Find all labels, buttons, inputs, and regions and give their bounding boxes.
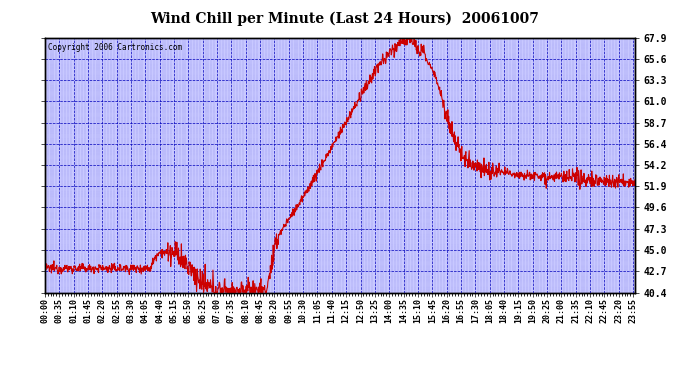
Text: Copyright 2006 Cartronics.com: Copyright 2006 Cartronics.com <box>48 43 182 52</box>
Text: Wind Chill per Minute (Last 24 Hours)  20061007: Wind Chill per Minute (Last 24 Hours) 20… <box>150 11 540 26</box>
